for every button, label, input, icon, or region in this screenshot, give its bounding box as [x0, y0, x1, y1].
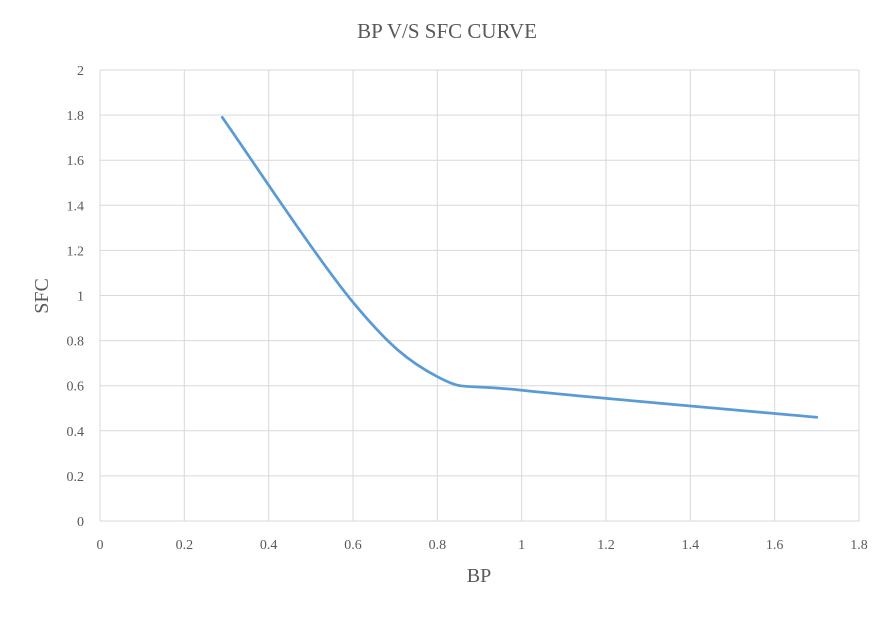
y-tick-label: 0.2 [67, 470, 85, 485]
y-tick-label: 1.8 [67, 109, 85, 124]
y-tick-label: 0.8 [67, 335, 85, 350]
x-tick-label: 0.8 [429, 538, 447, 553]
series [220, 115, 819, 419]
y-axis-title: SFC [31, 278, 53, 314]
y-tick-label: 0 [77, 515, 84, 530]
x-tick-label: 0.2 [176, 538, 194, 553]
x-tick-label: 1 [518, 538, 525, 553]
series-line [220, 115, 819, 419]
y-tick-label: 0.6 [67, 380, 85, 395]
x-tick-label: 1.4 [682, 538, 700, 553]
x-tick-label: 1.2 [597, 538, 615, 553]
chart-title: BP V/S SFC CURVE [357, 19, 537, 43]
x-tick-label: 0 [97, 538, 104, 553]
y-tick-label: 1.2 [67, 244, 85, 259]
x-tick-label: 0.6 [344, 538, 362, 553]
y-tick-label: 1 [77, 290, 84, 305]
x-axis-title: BP [467, 565, 491, 587]
y-tick-label: 2 [77, 64, 84, 79]
x-tick-label: 1.6 [766, 538, 784, 553]
x-tick-label: 0.4 [260, 538, 278, 553]
y-tick-label: 1.4 [67, 199, 85, 214]
grid [99, 69, 860, 522]
y-tick-label: 1.6 [67, 154, 85, 169]
tick-labels: 0 0.2 0.4 0.6 0.8 1 1.2 1.4 1.6 1.8 0 0.2 0.4 0.6 0.8 1… [67, 64, 868, 553]
y-tick-label: 0.4 [67, 425, 85, 440]
x-tick-label: 1.8 [850, 538, 868, 553]
